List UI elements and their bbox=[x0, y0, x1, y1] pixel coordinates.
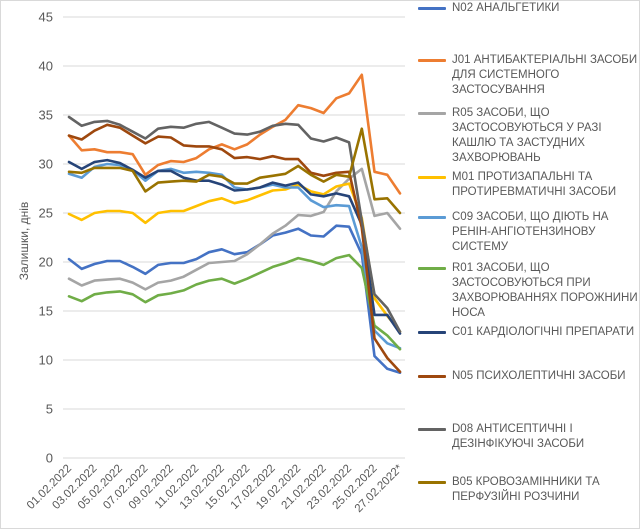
legend-swatch bbox=[418, 375, 446, 378]
legend-swatch bbox=[418, 176, 446, 179]
legend-item: C01 КАРДІОЛОГІЧНІ ПРЕПАРАТИ bbox=[418, 325, 639, 340]
legend-item: M01 ПРОТИЗАПАЛЬНІ ТА ПРОТИРЕВМАТИЧНІ ЗАС… bbox=[418, 170, 639, 200]
series-line-j01 bbox=[67, 73, 402, 195]
series-line-b05 bbox=[67, 127, 402, 215]
series-line-m01 bbox=[67, 182, 402, 333]
legend-label: R01 ЗАСОБИ, ЩО ЗАСТОСОВУЮТЬСЯ ПРИ ЗАХВОР… bbox=[452, 262, 638, 319]
y-axis-label: Залишки, днів bbox=[17, 202, 31, 281]
legend-swatch bbox=[418, 428, 446, 431]
legend-label: C09 ЗАСОБИ, ЩО ДІЮТЬ НА РЕНІН-АНГІОТЕНЗИ… bbox=[452, 211, 609, 253]
legend-item: B05 КРОВОЗАМІННИКИ ТА ПЕРФУЗІЙНІ РОЗЧИНИ bbox=[418, 475, 639, 505]
legend-item: C09 ЗАСОБИ, ЩО ДІЮТЬ НА РЕНІН-АНГІОТЕНЗИ… bbox=[418, 210, 639, 255]
legend-swatch bbox=[418, 59, 446, 62]
legend-item: N05 ПСИХОЛЕПТИЧНІ ЗАСОБИ bbox=[418, 369, 639, 384]
legend-swatch bbox=[418, 331, 446, 334]
legend-item: J01 АНТИБАКТЕРІАЛЬНІ ЗАСОБИ ДЛЯ СИСТЕМНО… bbox=[418, 53, 639, 98]
legend-label: B05 КРОВОЗАМІННИКИ ТА ПЕРФУЗІЙНІ РОЗЧИНИ bbox=[452, 476, 600, 503]
legend-item: R01 ЗАСОБИ, ЩО ЗАСТОСОВУЮТЬСЯ ПРИ ЗАХВОР… bbox=[418, 261, 639, 321]
legend-swatch bbox=[418, 112, 446, 115]
y-tick-label: 45 bbox=[39, 10, 53, 25]
legend-swatch bbox=[418, 216, 446, 219]
y-tick-label: 15 bbox=[39, 304, 53, 319]
legend-item: N02 АНАЛЬГЕТИКИ bbox=[418, 1, 639, 16]
y-tick-label: 40 bbox=[39, 59, 53, 74]
series-line-r05 bbox=[67, 167, 402, 291]
series-line-r01 bbox=[67, 253, 402, 351]
legend-swatch bbox=[418, 7, 446, 10]
legend-label: D08 АНТИСЕПТИЧНІ І ДЕЗІНФІКУЮЧІ ЗАСОБИ bbox=[452, 423, 585, 450]
y-tick-label: 35 bbox=[39, 108, 53, 123]
legend-item: R05 ЗАСОБИ, ЩО ЗАСТОСОВУЮТЬСЯ У РАЗІ КАШ… bbox=[418, 106, 639, 166]
y-tick-label: 25 bbox=[39, 206, 53, 221]
series-line-c01 bbox=[67, 158, 402, 335]
y-tick-label: 10 bbox=[39, 353, 53, 368]
legend-swatch bbox=[418, 267, 446, 270]
y-tick-label: 0 bbox=[46, 451, 53, 466]
y-tick-label: 30 bbox=[39, 157, 53, 172]
legend-item: D08 АНТИСЕПТИЧНІ І ДЕЗІНФІКУЮЧІ ЗАСОБИ bbox=[418, 422, 639, 452]
legend-label: J01 АНТИБАКТЕРІАЛЬНІ ЗАСОБИ ДЛЯ СИСТЕМНО… bbox=[452, 54, 638, 96]
y-tick-label: 5 bbox=[46, 402, 53, 417]
series-line-n05 bbox=[67, 123, 402, 374]
series-line-d08 bbox=[67, 115, 402, 333]
legend-label: C01 КАРДІОЛОГІЧНІ ПРЕПАРАТИ bbox=[452, 326, 635, 338]
legend-label: N02 АНАЛЬГЕТИКИ bbox=[452, 2, 560, 14]
series-line-n02 bbox=[67, 224, 402, 375]
legend-label: R05 ЗАСОБИ, ЩО ЗАСТОСОВУЮТЬСЯ У РАЗІ КАШ… bbox=[452, 107, 602, 164]
y-tick-label: 20 bbox=[39, 255, 53, 270]
legend-label: M01 ПРОТИЗАПАЛЬНІ ТА ПРОТИРЕВМАТИЧНІ ЗАС… bbox=[452, 171, 617, 198]
legend-swatch bbox=[418, 481, 446, 484]
legend-label: N05 ПСИХОЛЕПТИЧНІ ЗАСОБИ bbox=[452, 370, 626, 382]
